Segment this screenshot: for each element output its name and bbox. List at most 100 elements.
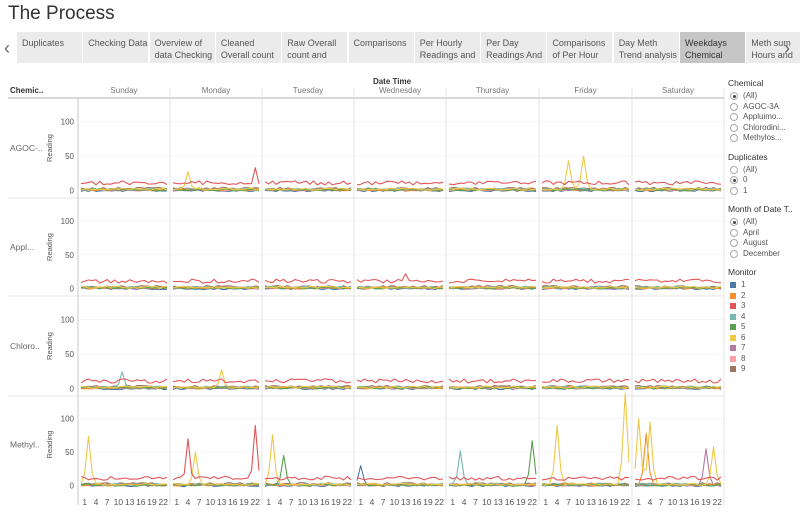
series-line-monitor-3 xyxy=(634,378,722,384)
color-swatch-icon xyxy=(730,334,736,341)
radio-icon[interactable] xyxy=(730,113,738,122)
month-filter-option[interactable]: April xyxy=(728,228,800,239)
series-line-monitor-9 xyxy=(80,186,168,190)
monitor-label: 1 xyxy=(741,280,746,289)
series-line-monitor-8 xyxy=(80,483,168,487)
monitor-legend-item[interactable]: 4 xyxy=(728,312,800,323)
radio-icon[interactable] xyxy=(730,186,738,195)
chemical-filter-option[interactable]: AGOC-3A xyxy=(728,102,800,113)
series-line-monitor-2 xyxy=(80,286,168,290)
tab-4[interactable]: Raw Overall count and xyxy=(282,32,348,63)
series-line-monitor-2 xyxy=(172,188,260,192)
series-line-monitor-3 xyxy=(173,278,260,284)
radio-icon[interactable] xyxy=(730,92,738,101)
radio-icon[interactable] xyxy=(730,176,738,185)
series-line-monitor-7 xyxy=(448,483,537,487)
tab-0[interactable]: Duplicates xyxy=(17,32,82,63)
tab-2[interactable]: Overview of data Checking xyxy=(149,32,215,63)
chemical-filter-option[interactable]: Methylos... xyxy=(728,133,800,144)
series-line-monitor-1 xyxy=(356,465,444,488)
month-filter-option[interactable]: August xyxy=(728,238,800,249)
month-filter-option[interactable]: (All) xyxy=(728,217,800,228)
tab-8[interactable]: Comparisons of Per Hour xyxy=(547,32,613,63)
duplicates-option-label: (All) xyxy=(743,164,758,174)
series-line-monitor-4 xyxy=(356,482,444,486)
chevron-right-icon[interactable]: › xyxy=(784,38,790,58)
radio-icon[interactable] xyxy=(730,249,738,258)
series-line-monitor-8 xyxy=(264,483,352,487)
radio-icon[interactable] xyxy=(730,123,738,132)
chemical-filter-option[interactable]: Chlorodini... xyxy=(728,123,800,134)
series-line-monitor-2 xyxy=(542,286,630,290)
series-line-monitor-5 xyxy=(356,386,444,390)
tab-10[interactable]: Weekdays Chemical Trend xyxy=(680,32,745,63)
tab-6[interactable]: Per Hourly Readings and xyxy=(414,32,480,63)
series-line-monitor-9 xyxy=(541,285,630,289)
tab-1[interactable]: Checking Data xyxy=(83,32,149,63)
monitor-legend-item[interactable]: 9 xyxy=(728,364,800,375)
series-line-monitor-2 xyxy=(80,386,168,390)
chemical-filter-option[interactable]: (All) xyxy=(728,91,800,102)
chemical-option-label: Chlorodini... xyxy=(743,122,786,132)
chemical-filter-option[interactable]: Appluimo... xyxy=(728,112,800,123)
tab-9[interactable]: Day Meth Trend analysis xyxy=(613,32,679,63)
series-line-monitor-9 xyxy=(264,285,352,289)
series-line-monitor-3 xyxy=(634,180,722,186)
series-line-monitor-3 xyxy=(264,278,352,284)
radio-icon[interactable] xyxy=(730,102,738,111)
tab-7[interactable]: Per Day Readings And xyxy=(481,32,547,63)
duplicates-filter-option[interactable]: 0 xyxy=(728,175,800,186)
series-line-monitor-4 xyxy=(541,385,630,389)
monitor-legend-item[interactable]: 1 xyxy=(728,280,800,291)
x-tick-label: 1 xyxy=(174,497,179,507)
monitor-legend-item[interactable]: 3 xyxy=(728,301,800,312)
series-line-monitor-3 xyxy=(541,378,630,384)
chevron-left-icon[interactable]: ‹ xyxy=(4,38,10,58)
series-line-monitor-2 xyxy=(356,286,444,290)
y-axis-label: Reading xyxy=(45,233,54,261)
series-line-monitor-8 xyxy=(356,386,444,390)
series-line-monitor-2 xyxy=(541,483,630,487)
series-line-monitor-2 xyxy=(264,386,351,390)
radio-icon[interactable] xyxy=(730,218,738,227)
radio-icon[interactable] xyxy=(730,239,738,248)
series-line-monitor-9 xyxy=(541,482,630,486)
x-tick-label: 10 xyxy=(575,497,585,507)
series-line-monitor-3 xyxy=(448,475,537,481)
monitor-legend-item[interactable]: 2 xyxy=(728,291,800,302)
series-line-monitor-8 xyxy=(541,483,630,487)
x-tick-label: 1 xyxy=(266,497,271,507)
duplicates-filter-option[interactable]: 1 xyxy=(728,186,800,197)
series-line-monitor-8 xyxy=(173,286,260,290)
x-tick-label: 1 xyxy=(358,497,363,507)
series-line-monitor-2 xyxy=(172,386,260,390)
series-line-monitor-9 xyxy=(172,186,260,190)
series-line-monitor-1 xyxy=(448,387,537,391)
series-line-monitor-7 xyxy=(448,386,537,390)
tab-5[interactable]: Comparisons xyxy=(348,32,414,63)
radio-icon[interactable] xyxy=(730,134,738,143)
month-filter-option[interactable]: December xyxy=(728,249,800,260)
series-line-monitor-6 xyxy=(541,392,630,486)
series-line-monitor-4 xyxy=(356,385,444,389)
radio-icon[interactable] xyxy=(730,228,738,237)
y-axis-label: Reading xyxy=(45,431,54,459)
monitor-legend-item[interactable]: 8 xyxy=(728,354,800,365)
series-line-monitor-5 xyxy=(635,188,722,192)
tab-11[interactable]: Meth sum Hours and xyxy=(746,32,800,63)
series-line-monitor-3 xyxy=(448,278,537,284)
monitor-legend-item[interactable]: 7 xyxy=(728,343,800,354)
tab-3[interactable]: Cleaned Overall count xyxy=(215,32,281,63)
radio-icon[interactable] xyxy=(730,165,738,174)
series-line-monitor-9 xyxy=(356,285,444,289)
x-tick-label: 16 xyxy=(320,497,330,507)
monitor-legend-item[interactable]: 6 xyxy=(728,333,800,344)
series-line-monitor-7 xyxy=(634,448,722,487)
duplicates-filter-option[interactable]: (All) xyxy=(728,165,800,176)
series-line-monitor-2 xyxy=(264,483,352,487)
weekday-header: Sunday xyxy=(110,86,137,95)
x-tick-label: 4 xyxy=(648,497,653,507)
series-line-monitor-8 xyxy=(356,188,444,192)
monitor-legend-item[interactable]: 5 xyxy=(728,322,800,333)
series-line-monitor-6 xyxy=(80,285,168,289)
